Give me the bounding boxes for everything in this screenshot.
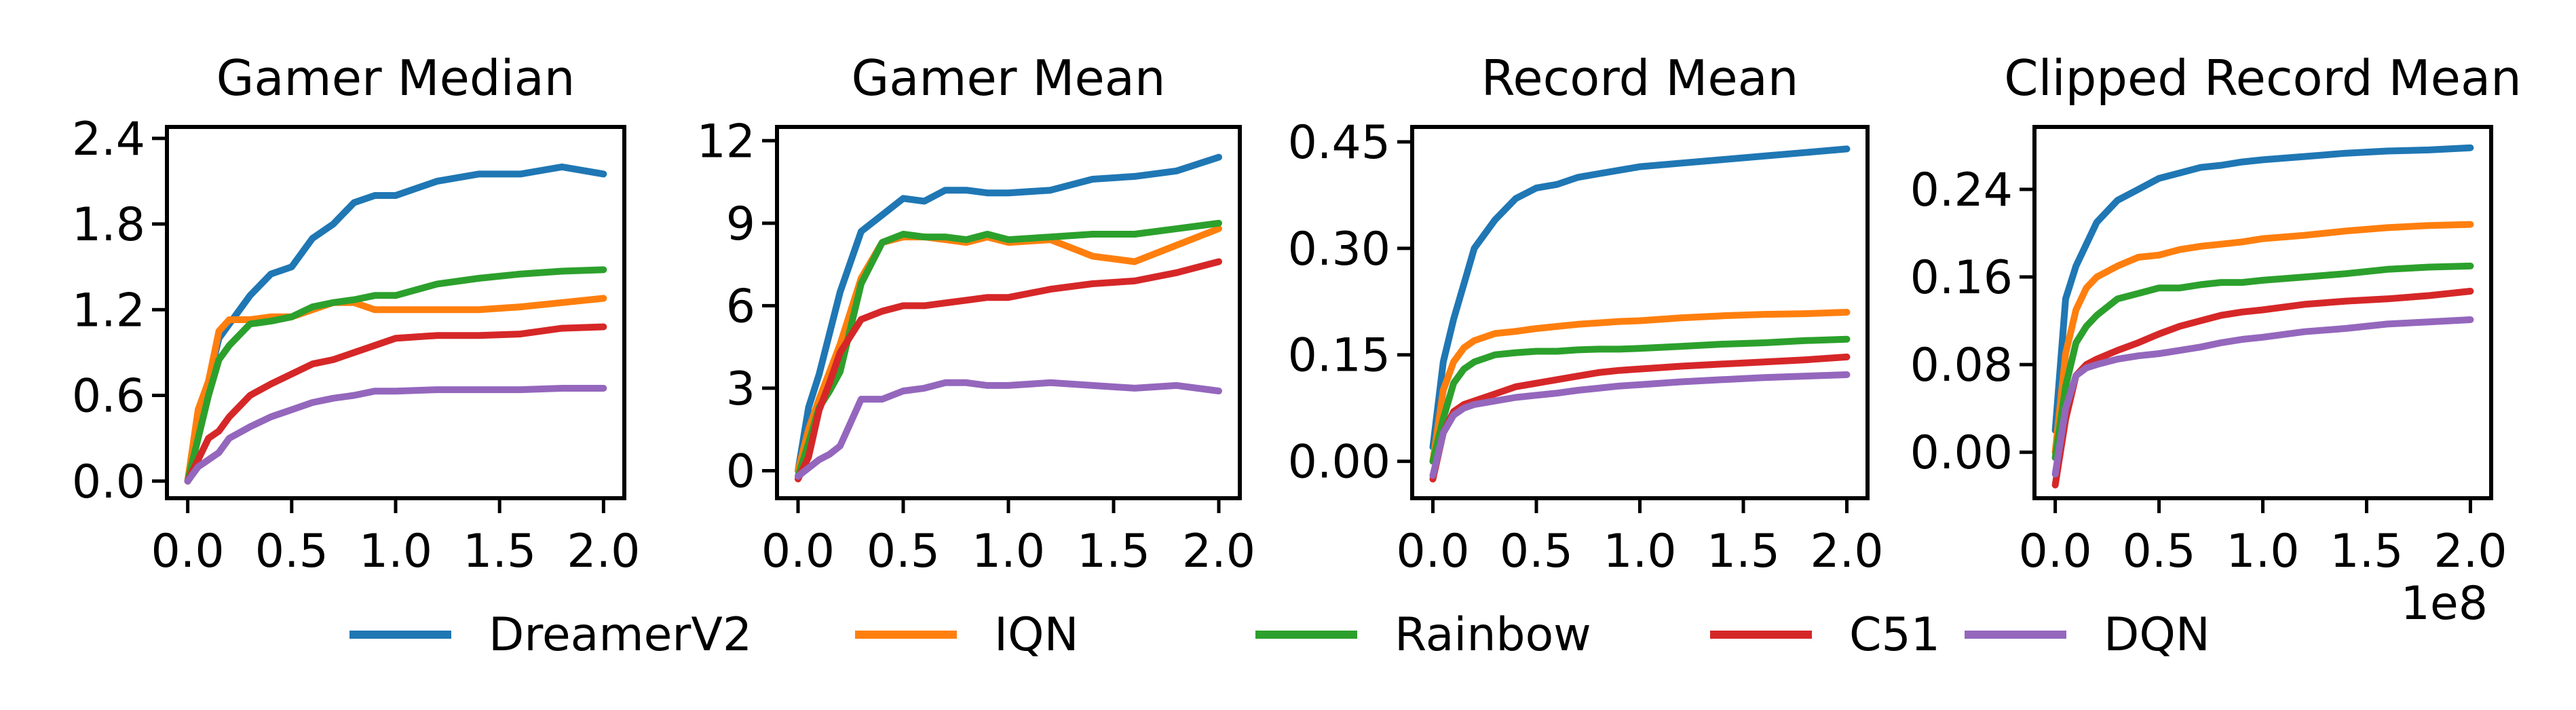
y-tick-label: 0.16 [1910, 251, 2013, 305]
series-line-rainbow [1429, 335, 1851, 465]
y-tick-label: 6 [726, 280, 755, 333]
series-line-iqn [1429, 309, 1851, 465]
y-tick-label: 12 [696, 115, 755, 168]
series-line-dqn [184, 385, 607, 485]
series-line-dqn [2051, 316, 2474, 478]
panel-title: Clipped Record Mean [2004, 50, 2521, 107]
x-tick-label: 0.5 [2122, 525, 2195, 578]
y-tick-label: 0.30 [1288, 223, 1390, 276]
x-tick-label: 2.0 [567, 525, 640, 578]
legend-item-iqn: IQN [855, 608, 1078, 662]
series-line-rainbow [2051, 262, 2474, 462]
x-offset-label: 1e8 [2401, 577, 2488, 631]
series-line-c51 [184, 323, 607, 485]
series-line-iqn [795, 225, 1222, 474]
legend-label: DQN [2104, 608, 2210, 662]
legend-label: C51 [1849, 608, 1940, 662]
legend-item-dqn: DQN [1965, 608, 2210, 662]
legend-label: Rainbow [1395, 608, 1591, 662]
legend-item-dreamerv2: DreamerV2 [349, 608, 752, 662]
x-tick-label: 0.0 [1396, 525, 1469, 578]
y-tick-label: 0.6 [72, 370, 145, 424]
legend-label: DreamerV2 [489, 608, 752, 662]
x-tick-label: 2.0 [1810, 525, 1883, 578]
x-tick-label: 0.0 [151, 525, 225, 578]
panel-clipped-record-mean: Clipped Record Mean 0.00 0.08 0.16 0.24 0.0 0.… [1910, 50, 2522, 631]
y-tick-label: 0.08 [1910, 339, 2013, 392]
legend-item-rainbow: Rainbow [1255, 608, 1591, 662]
panel-record-mean: Record Mean 0.00 0.15 0.30 0.45 0.0 0.5 1.0 1.5 2… [1288, 50, 1884, 578]
y-tick-label: 9 [726, 198, 755, 251]
y-tick-label: 0 [726, 445, 755, 498]
y-tick-label: 0.00 [1910, 426, 2013, 480]
series-line-dqn [1429, 371, 1851, 479]
panel-title: Gamer Mean [851, 50, 1165, 107]
y-tick-label: 2.4 [72, 113, 145, 166]
x-tick-label: 1.5 [463, 525, 536, 578]
x-tick-label: 1.0 [1603, 525, 1676, 578]
y-tick-label: 0.0 [72, 455, 145, 509]
x-tick-label: 1.0 [972, 525, 1045, 578]
y-tick-label: 0.00 [1288, 436, 1390, 489]
x-tick-label: 0.5 [867, 525, 940, 578]
y-tick-label: 0.24 [1910, 164, 2013, 217]
axes-frame [775, 125, 1242, 500]
legend-item-c51: C51 [1710, 608, 1940, 662]
series-line-c51 [795, 258, 1222, 483]
series-line-iqn [2051, 221, 2474, 456]
series-line-dqn [795, 379, 1222, 480]
y-tick-label: 3 [726, 362, 755, 416]
x-tick-label: 1.5 [2330, 525, 2403, 578]
x-tick-label: 0.5 [1500, 525, 1573, 578]
x-tick-label: 1.5 [1077, 525, 1150, 578]
x-tick-label: 1.0 [359, 525, 432, 578]
series-line-dreamerv2 [2051, 144, 2474, 434]
series-line-rainbow [795, 219, 1222, 480]
x-tick-label: 2.0 [2433, 525, 2507, 578]
y-tick-label: 1.8 [72, 198, 145, 252]
legend: DreamerV2 IQN Rainbow C51 DQN [349, 608, 2210, 662]
x-tick-label: 1.5 [1707, 525, 1780, 578]
x-tick-label: 0.0 [761, 525, 835, 578]
panel-title: Gamer Median [216, 50, 575, 107]
panel-gamer-median: Gamer Median 0.0 0.6 1.2 1.8 2.4 0.0 0.5 1.0 1.5 2… [72, 50, 641, 578]
x-tick-label: 0.5 [255, 525, 328, 578]
x-tick-label: 0.0 [2019, 525, 2092, 578]
y-tick-label: 0.15 [1288, 329, 1390, 383]
legend-label: IQN [994, 608, 1078, 662]
series-line-dreamerv2 [795, 153, 1222, 474]
panel-title: Record Mean [1481, 50, 1799, 107]
x-tick-label: 2.0 [1182, 525, 1255, 578]
series-line-rainbow [184, 266, 607, 485]
x-tick-label: 1.0 [2226, 525, 2299, 578]
y-tick-label: 0.45 [1288, 116, 1390, 170]
panel-gamer-mean: Gamer Mean 0 3 6 9 12 0.0 0.5 1.0 1.5 2.0 [696, 50, 1255, 578]
y-tick-label: 1.2 [72, 284, 145, 337]
series-line-dreamerv2 [1429, 145, 1851, 451]
